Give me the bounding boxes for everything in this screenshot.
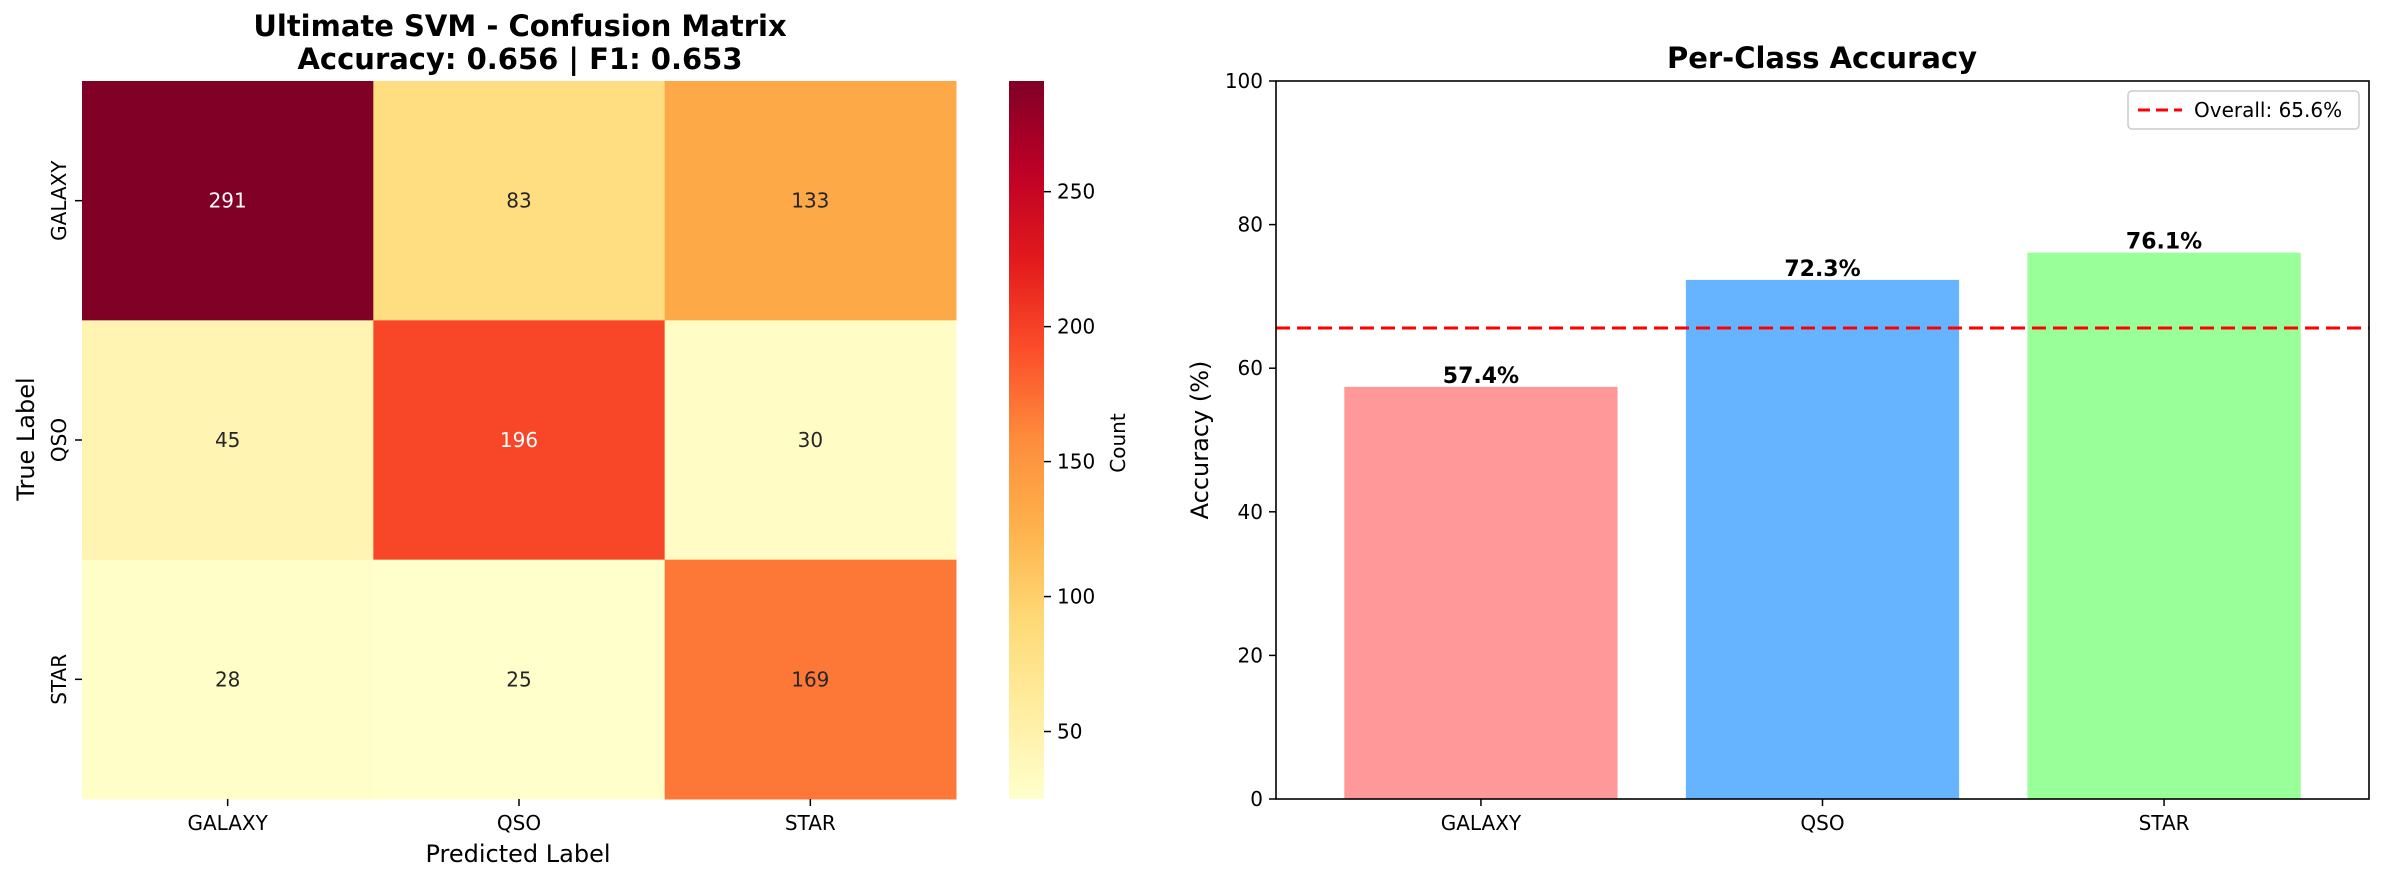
colorbar-tick-label: 150 [1057,450,1095,474]
heatmap-x-tick-label: QSO [497,811,541,835]
bar-x-tick-label: QSO [1800,811,1844,835]
heatmap-y-tick-label: STAR [47,654,71,705]
bar-y-axis-label: Accuracy (%) [1186,361,1214,520]
legend: Overall: 65.6% [2127,90,2360,130]
heatmap-y-tick-label: QSO [47,418,71,462]
colorbar-tick-label: 200 [1057,315,1095,339]
heatmap-cell-value: 30 [798,428,823,452]
heatmap-cell-value: 196 [500,428,538,452]
bar-value-label: 57.4% [1443,364,1519,389]
heatmap-cell-value: 28 [215,667,240,691]
heatmap-x-tick-label: GALAXY [187,811,268,835]
heatmap-cell [82,559,374,800]
bar-value-labels: 57.4% 72.3% 76.1% [1443,230,2202,389]
legend-entry-overall: Overall: 65.6% [2194,98,2342,122]
confusion-matrix-title: Ultimate SVM - Confusion Matrix [253,9,787,43]
bar-y-tick-label: 20 [1238,643,1263,667]
colorbar-tick-label: 100 [1057,585,1095,609]
colorbar-tick-label: 50 [1057,720,1082,744]
bar-qso [1685,279,1960,799]
heatmap-x-axis-label: Predicted Label [425,840,610,868]
heatmap-cell-value: 25 [506,667,531,691]
heatmap-cell [373,81,666,321]
heatmap-cell [82,320,374,561]
heatmap-y-tick-label: GALAXY [47,160,71,241]
bar-x-tick-label: STAR [2139,811,2190,835]
heatmap-cell [664,81,957,321]
confusion-matrix-chart: Ultimate SVM - Confusion Matrix Accuracy… [12,9,1130,868]
heatmap-cell [664,559,957,800]
bar-y-tick-label: 0 [1250,787,1263,811]
colorbar-label: Count [1106,413,1130,473]
bar-x-tick-label: GALAXY [1441,811,1522,835]
heatmap-cell [373,559,666,800]
heatmap-x-tick-label: STAR [785,811,836,835]
bars [1344,252,2301,800]
heatmap-cell [82,81,374,321]
bar-chart-title: Per-Class Accuracy [1667,41,1977,75]
bar-y-tick-label: 40 [1238,500,1263,524]
heatmap-cell-value: 45 [215,428,240,452]
heatmap-cell [664,320,957,561]
bar-star [2027,252,2301,800]
colorbar [1009,81,1044,799]
bar-galaxy [1344,386,1618,799]
bar-value-label: 72.3% [1784,257,1860,282]
heatmap-x-ticks: GALAXY QSO STAR [187,799,836,835]
bar-y-tick-label: 80 [1238,213,1263,237]
bar-y-tick-label: 60 [1238,356,1263,380]
heatmap-y-axis-label: True Label [12,377,40,501]
per-class-accuracy-chart: Per-Class Accuracy 0 20 40 60 80 100 GALAXY QS… [1186,41,2370,835]
heatmap-cell [373,320,666,561]
heatmap-y-ticks: GALAXY QSO STAR [47,160,82,705]
colorbar-ticks: 50 100 150 200 250 [1044,180,1095,744]
confusion-matrix-subtitle: Accuracy: 0.656 | F1: 0.653 [297,42,742,76]
legend-box [2127,90,2360,130]
bar-value-label: 76.1% [2126,230,2202,255]
bar-x-ticks: GALAXY QSO STAR [1441,799,2190,835]
colorbar-tick-label: 250 [1057,180,1095,204]
heatmap-cell-value: 133 [791,189,829,213]
heatmap-cell-value: 291 [209,189,247,213]
bar-y-ticks: 0 20 40 60 80 100 [1225,69,1276,811]
heatmap-cell-value: 169 [791,667,829,691]
heatmap-cells: 291 83 133 45 196 30 28 25 169 [82,81,957,800]
heatmap-cell-value: 83 [506,189,531,213]
bar-y-tick-label: 100 [1225,69,1263,93]
bar-plot-frame [1275,80,2370,800]
